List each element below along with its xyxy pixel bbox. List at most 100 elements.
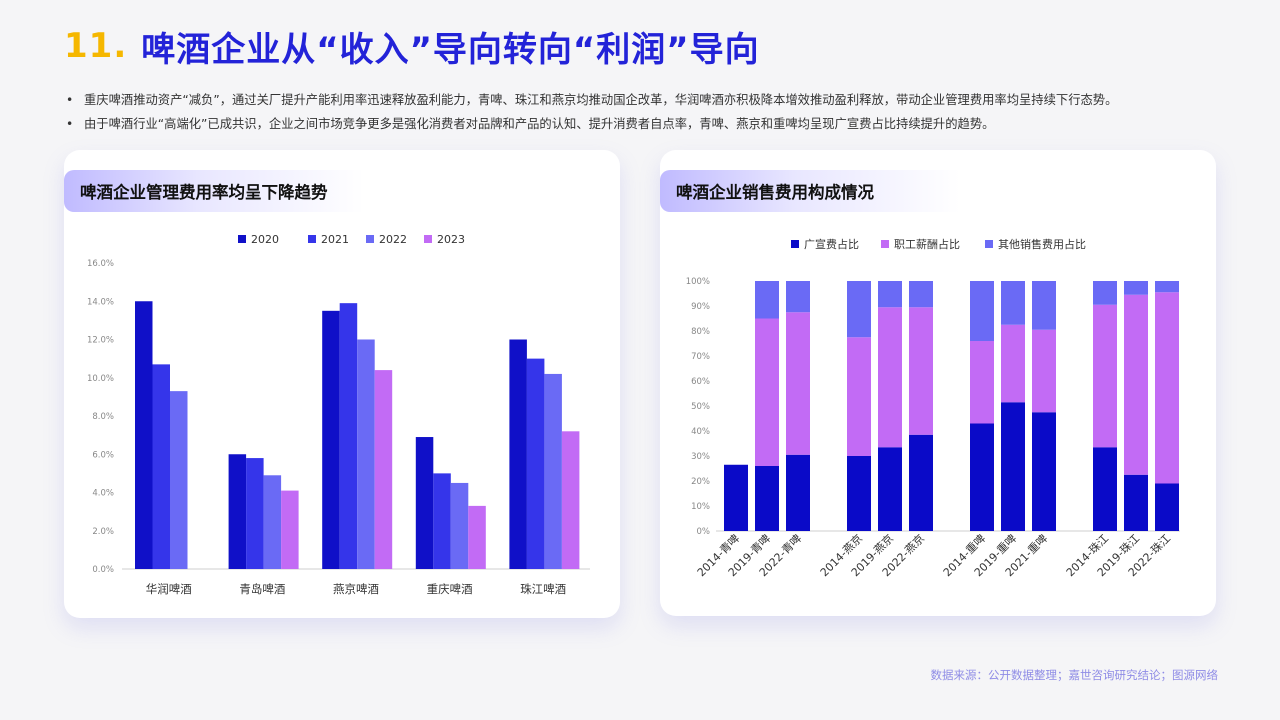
y-tick-label: 30% bbox=[691, 452, 710, 462]
y-tick-label: 50% bbox=[691, 402, 710, 412]
stack-其他销售费用占比 bbox=[1001, 281, 1025, 325]
bar-2022 bbox=[263, 475, 282, 569]
stack-广宣费占比 bbox=[847, 456, 871, 531]
legend-label: 2022 bbox=[379, 233, 407, 246]
y-tick-label: 80% bbox=[691, 327, 710, 337]
data-source: 数据来源：公开数据整理；嘉世咨询研究结论；图源网络 bbox=[930, 668, 1219, 682]
stack-广宣费占比 bbox=[755, 466, 779, 531]
y-tick-label: 16.0% bbox=[87, 259, 114, 269]
y-tick-label: 0% bbox=[697, 527, 711, 537]
legend-label: 广宣费占比 bbox=[804, 237, 859, 251]
legend-label: 职工薪酬占比 bbox=[894, 237, 960, 251]
bar-2021 bbox=[246, 458, 264, 569]
bar-2021 bbox=[152, 364, 170, 569]
bar-2020 bbox=[228, 454, 247, 569]
y-tick-label: 70% bbox=[691, 352, 710, 362]
stack-广宣费占比 bbox=[1093, 447, 1117, 531]
stack-其他销售费用占比 bbox=[847, 281, 871, 338]
y-tick-label: 4.0% bbox=[92, 489, 114, 499]
stack-广宣费占比 bbox=[1001, 402, 1025, 531]
stack-其他销售费用占比 bbox=[909, 281, 933, 308]
card-title: 啤酒企业销售费用构成情况 bbox=[660, 170, 960, 212]
stack-职工薪酬占比 bbox=[847, 337, 871, 456]
stack-职工薪酬占比 bbox=[878, 307, 902, 448]
stack-职工薪酬占比 bbox=[1001, 324, 1025, 403]
legend-swatch bbox=[238, 235, 246, 243]
stack-其他销售费用占比 bbox=[1155, 281, 1179, 293]
category-label: 华润啤酒 bbox=[146, 582, 192, 596]
bar-2021 bbox=[339, 303, 358, 569]
y-tick-label: 40% bbox=[691, 427, 710, 437]
bar-2020 bbox=[322, 310, 340, 569]
y-tick-label: 10% bbox=[691, 502, 710, 512]
bar-2022 bbox=[544, 373, 562, 569]
stack-其他销售费用占比 bbox=[878, 281, 902, 308]
y-tick-label: 100% bbox=[686, 277, 710, 287]
y-tick-label: 10.0% bbox=[87, 374, 114, 384]
legend-label: 2020 bbox=[251, 233, 279, 246]
bullet-item: 重庆啤酒推动资产“减负”，通过关厂提升产能利用率迅速释放盈利能力，青啤、珠江和燕… bbox=[64, 88, 1244, 112]
stack-职工薪酬占比 bbox=[1032, 329, 1056, 413]
y-tick-label: 14.0% bbox=[87, 297, 114, 307]
y-tick-label: 20% bbox=[691, 477, 710, 487]
title-text: 啤酒企业从“收入”导向转向“利润”导向 bbox=[141, 29, 760, 70]
bar-2022 bbox=[170, 391, 188, 569]
stack-职工薪酬占比 bbox=[1155, 292, 1179, 484]
stack-职工薪酬占比 bbox=[1124, 294, 1148, 475]
page-title: 11. 啤酒企业从“收入”导向转向“利润”导向 bbox=[64, 22, 760, 70]
bar-2022 bbox=[357, 339, 375, 569]
category-label: 青岛啤酒 bbox=[239, 582, 285, 596]
category-label: 燕京啤酒 bbox=[333, 582, 379, 596]
y-tick-label: 6.0% bbox=[92, 450, 114, 460]
bar-2023 bbox=[374, 370, 393, 569]
bar-2020 bbox=[135, 301, 153, 569]
sales-expense-card: 啤酒企业销售费用构成情况 0% 10% 20% 30% 40% 50% 60% 70% 80% 9… bbox=[660, 150, 1216, 616]
legend-swatch bbox=[366, 235, 374, 243]
card-title: 啤酒企业管理费用率均呈下降趋势 bbox=[64, 170, 364, 212]
bar-2022 bbox=[450, 482, 469, 569]
legend-label: 2023 bbox=[437, 233, 465, 246]
stack-职工薪酬占比 bbox=[755, 318, 779, 466]
stack-其他销售费用占比 bbox=[786, 281, 810, 313]
legend-swatch bbox=[985, 240, 993, 248]
legend-label: 其他销售费用占比 bbox=[998, 237, 1086, 251]
stack-其他销售费用占比 bbox=[1032, 281, 1056, 330]
stack-职工薪酬占比 bbox=[786, 312, 810, 455]
stack-职工薪酬占比 bbox=[970, 341, 994, 424]
y-tick-label: 90% bbox=[691, 302, 710, 312]
bar-2021 bbox=[526, 358, 545, 569]
legend-swatch bbox=[308, 235, 316, 243]
bar-2021 bbox=[433, 473, 451, 569]
stack-广宣费占比 bbox=[1032, 412, 1056, 531]
stack-广宣费占比 bbox=[878, 447, 902, 531]
sales-expense-chart: 0%10%20%30%40%50%60%70%80%90%100%2014-青啤… bbox=[686, 237, 1180, 579]
legend-swatch bbox=[881, 240, 889, 248]
stack-广宣费占比 bbox=[1155, 483, 1179, 531]
stack-广宣费占比 bbox=[909, 434, 933, 531]
y-tick-label: 0.0% bbox=[92, 565, 114, 575]
bar-2020 bbox=[509, 339, 527, 569]
bar-2023 bbox=[561, 431, 580, 569]
admin-expense-card: 啤酒企业管理费用率均呈下降趋势 0.0% 2.0% 4.0% 6.0% 8.0% 10.0… bbox=[64, 150, 620, 618]
bar-2023 bbox=[281, 490, 299, 569]
admin-expense-chart: 0.0% 2.0% 4.0% 6.0% 8.0% 10.0% 12.0% 14.0% 16.0%… bbox=[87, 233, 590, 596]
y-tick-label: 2.0% bbox=[92, 527, 114, 537]
category-label: 珠江啤酒 bbox=[520, 582, 566, 596]
section-number: 11. bbox=[64, 26, 128, 66]
stack-其他销售费用占比 bbox=[1124, 281, 1148, 295]
y-tick-label: 12.0% bbox=[87, 336, 114, 346]
stack-其他销售费用占比 bbox=[970, 281, 994, 341]
stack-广宣费占比 bbox=[724, 464, 748, 531]
bar-2020 bbox=[415, 437, 434, 569]
bullet-list: 重庆啤酒推动资产“减负”，通过关厂提升产能利用率迅速释放盈利能力，青啤、珠江和燕… bbox=[64, 88, 1244, 136]
stack-职工薪酬占比 bbox=[909, 307, 933, 435]
bullet-item: 由于啤酒行业“高端化”已成共识，企业之间市场竞争更多是强化消费者对品牌和产品的认… bbox=[64, 112, 1244, 136]
y-tick-label: 8.0% bbox=[92, 412, 114, 422]
stack-广宣费占比 bbox=[786, 454, 810, 531]
legend-label: 2021 bbox=[321, 233, 349, 246]
legend-swatch bbox=[791, 240, 799, 248]
bar-2023 bbox=[468, 505, 486, 569]
stack-其他销售费用占比 bbox=[755, 281, 779, 319]
category-label: 重庆啤酒 bbox=[427, 582, 473, 596]
stack-广宣费占比 bbox=[1124, 474, 1148, 531]
